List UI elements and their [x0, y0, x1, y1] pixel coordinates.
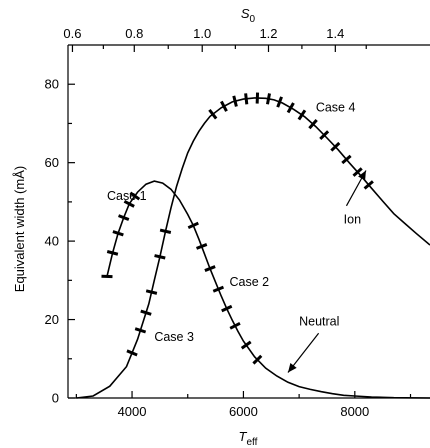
observation-mark [145, 289, 158, 295]
x-tick-label: 8000 [340, 404, 369, 419]
y-tick-label: 40 [45, 234, 59, 249]
annotation-case-1: Case 1 [107, 189, 147, 203]
arrowhead-neutral [287, 362, 297, 373]
y-tick-label: 80 [45, 77, 59, 92]
observations [101, 92, 374, 365]
top-tick-label: 1.4 [326, 26, 344, 41]
observation-mark [297, 109, 307, 121]
x-axis-title-main: T [239, 429, 248, 444]
observation-mark [286, 102, 295, 114]
observation-mark [134, 327, 147, 334]
y-tick-label: 0 [52, 391, 59, 406]
annotation-case-4: Case 4 [316, 101, 356, 115]
observation-mark [266, 93, 271, 105]
observation-mark [341, 154, 352, 165]
observation-mark [363, 180, 374, 190]
top-tick-label: 0.8 [125, 26, 143, 41]
observation-mark [252, 354, 263, 365]
curve-ion [106, 180, 430, 399]
observation-mark [140, 309, 152, 316]
top-axis-title: S0 [241, 6, 256, 25]
annotation-neutral: Neutral [299, 314, 339, 328]
observation-mark [229, 322, 241, 330]
observation-mark [118, 214, 130, 221]
observation-mark [352, 167, 363, 177]
observation-mark [212, 285, 225, 293]
observation-mark [204, 265, 216, 272]
x-tick-label: 4000 [118, 404, 147, 419]
observation-mark [129, 191, 141, 201]
annotations: Case 1 Case 2 Case 3 Case 4 Ion Neutral [107, 101, 367, 373]
top-axis-title-sub: 0 [250, 14, 256, 25]
observation-mark [330, 141, 341, 152]
top-axis-title-main: S [241, 6, 250, 21]
axes: 0 20 40 60 80 4000 6000 8000 0.6 0.8 1.0 1.2 1.4 [45, 26, 430, 419]
observation-mark [187, 221, 199, 230]
observation-mark [112, 230, 124, 237]
observation-mark [240, 340, 252, 350]
observation-mark [208, 108, 218, 120]
top-tick-label: 1.2 [259, 26, 277, 41]
arrowhead-ion [358, 170, 366, 181]
observation-mark [308, 119, 318, 130]
x-tick-label: 6000 [229, 404, 258, 419]
x-axis-title: Teff [239, 429, 258, 448]
observation-mark [123, 199, 135, 208]
observation-mark [276, 96, 283, 108]
annotation-case-2: Case 2 [230, 275, 270, 289]
top-tick-label: 1.0 [193, 26, 211, 41]
annotation-case-3: Case 3 [154, 330, 194, 344]
top-tick-label: 0.6 [63, 26, 81, 41]
observation-mark [220, 100, 228, 112]
y-tick-label: 60 [45, 155, 59, 170]
observation-mark [154, 254, 166, 260]
observation-mark [126, 349, 138, 357]
observation-mark [195, 243, 208, 250]
annotation-ion: Ion [344, 212, 361, 226]
y-axis-title: Equivalent width (mÅ) [12, 166, 27, 292]
observation-mark [106, 250, 119, 256]
observation-mark [244, 93, 249, 105]
observation-mark [232, 95, 238, 107]
x-axis-title-sub: eff [247, 437, 258, 448]
observation-mark [319, 130, 330, 141]
y-tick-label: 20 [45, 312, 59, 327]
observation-mark [159, 228, 172, 234]
observation-mark [221, 304, 233, 313]
